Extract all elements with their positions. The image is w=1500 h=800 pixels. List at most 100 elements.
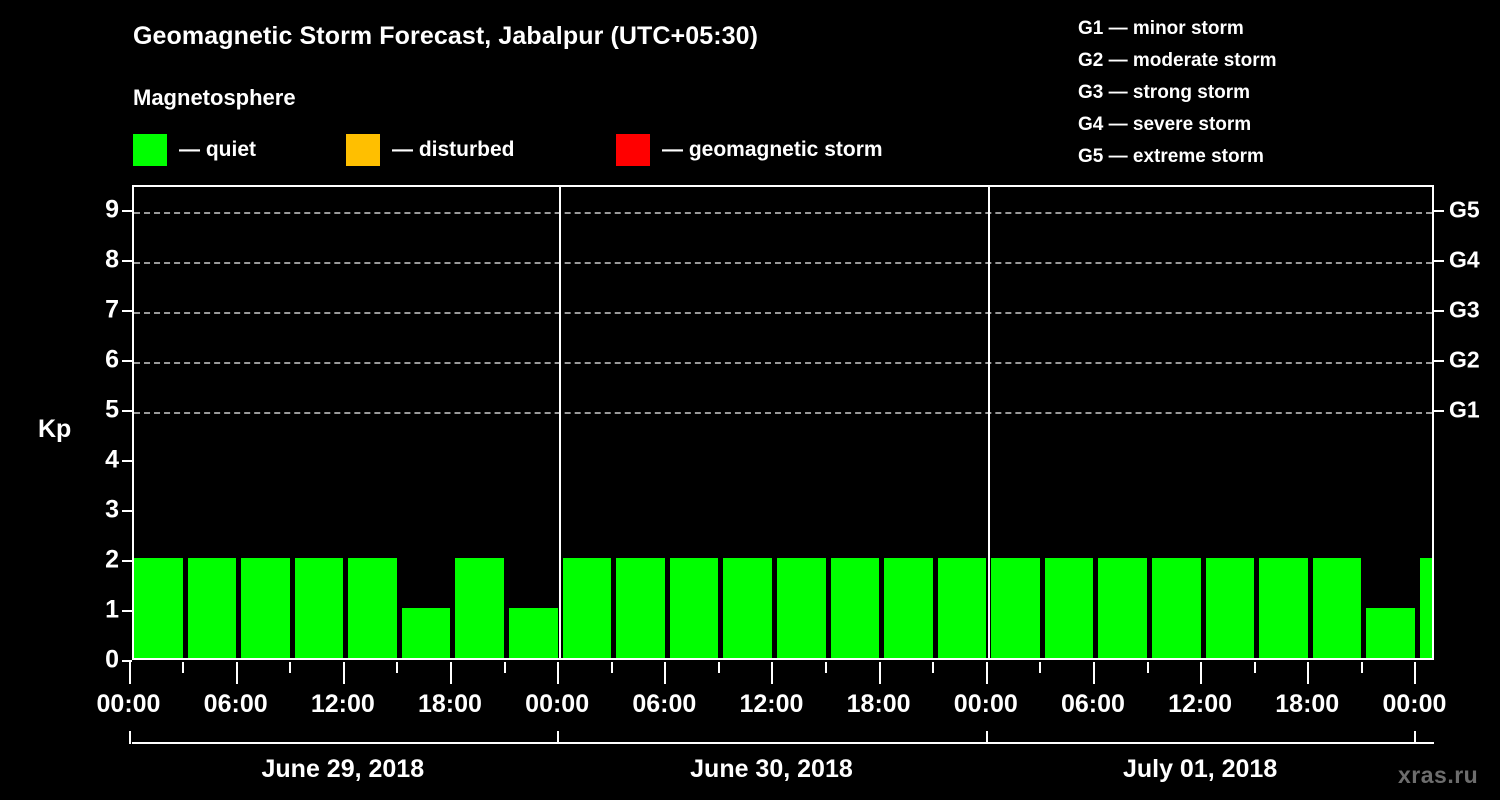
watermark: xras.ru — [1398, 762, 1479, 788]
y-axis-tick-label: 1 — [105, 595, 119, 624]
x-axis-tick-minor — [1039, 662, 1042, 673]
kp-bar — [187, 558, 237, 658]
x-axis-tick-label: 12:00 — [739, 690, 804, 718]
kp-bar — [1205, 558, 1255, 658]
x-axis-tick-major — [1200, 662, 1203, 684]
x-axis-tick-minor — [396, 662, 399, 673]
x-axis-tick-label: 06:00 — [203, 690, 268, 718]
kp-bar — [294, 558, 344, 658]
date-label: June 30, 2018 — [690, 755, 853, 783]
y-axis-tick — [122, 510, 132, 512]
kp-bar — [509, 608, 558, 658]
x-axis-tick-major — [557, 662, 560, 684]
legend-swatch-quiet — [133, 134, 167, 166]
kp-bar — [1312, 558, 1362, 658]
page-title: Geomagnetic Storm Forecast, Jabalpur (UT… — [133, 22, 759, 50]
y-axis-tick — [122, 660, 132, 662]
y-axis-tick-label: 2 — [105, 545, 119, 574]
x-axis-tick-minor — [182, 662, 185, 673]
kp-bar — [884, 558, 933, 658]
y-axis-tick — [122, 610, 132, 612]
gridline — [134, 212, 1432, 214]
kp-bar — [241, 558, 290, 658]
x-axis-tick-major — [1307, 662, 1310, 684]
x-axis-tick-label: 00:00 — [96, 690, 161, 718]
kp-bar — [401, 608, 451, 658]
g-axis-tick — [1434, 310, 1444, 312]
x-axis-tick-major — [235, 662, 238, 684]
x-axis-tick-major — [878, 662, 881, 684]
kp-bar — [723, 558, 772, 658]
x-axis-tick-major — [342, 662, 345, 684]
x-axis-tick-major — [985, 662, 988, 684]
y-axis-tick-label: 5 — [105, 395, 119, 424]
y-axis-tick — [122, 210, 132, 212]
g-axis-tick-label: G4 — [1449, 246, 1480, 273]
legend-swatch-disturbed — [346, 134, 380, 166]
y-axis-tick-label: 9 — [105, 195, 119, 224]
legend-label: — quiet — [179, 138, 256, 161]
g-scale-line: G4 — severe storm — [1078, 114, 1252, 135]
g-scale-line: G2 — moderate storm — [1078, 50, 1277, 71]
date-label: July 01, 2018 — [1122, 755, 1278, 783]
x-axis-tick-minor — [1146, 662, 1149, 673]
x-axis-tick-major — [664, 662, 667, 684]
g-axis-tick — [1434, 410, 1444, 412]
kp-bar — [669, 558, 719, 658]
x-axis-tick-label: 00:00 — [1382, 690, 1447, 718]
day-separator — [559, 187, 562, 658]
gridline — [134, 412, 1432, 414]
date-bracket-tick — [128, 731, 131, 744]
y-axis-tick-label: 0 — [105, 645, 119, 674]
legend-label: — geomagnetic storm — [662, 138, 883, 161]
x-axis-tick-label: 18:00 — [1275, 690, 1340, 718]
legend-item: — quiet — [133, 134, 256, 166]
x-axis-tick-minor — [1360, 662, 1363, 673]
kp-bar — [830, 558, 880, 658]
g-scale-legend: G1 — minor storm G2 — moderate storm G3 … — [1078, 13, 1277, 173]
x-axis-tick-label: 18:00 — [846, 690, 911, 718]
kp-bar — [1098, 558, 1148, 658]
x-axis-tick-minor — [825, 662, 828, 673]
legend-swatch-storm — [616, 134, 650, 166]
date-bracket-tick — [557, 731, 560, 744]
y-axis-tick — [122, 410, 132, 412]
y-axis-tick — [122, 360, 132, 362]
x-axis-tick-label: 18:00 — [417, 690, 482, 718]
x-axis-tick-minor — [503, 662, 506, 673]
y-axis-tick-label: 4 — [105, 445, 119, 474]
kp-bar — [991, 558, 1040, 658]
y-axis-tick — [122, 560, 132, 562]
g-scale-line: G1 — minor storm — [1078, 18, 1244, 39]
gridline — [134, 312, 1432, 314]
g-scale-line: G3 — strong storm — [1078, 82, 1251, 103]
date-bracket-tick — [985, 731, 988, 744]
legend-label: — disturbed — [392, 138, 515, 161]
x-axis-tick-major — [1414, 662, 1417, 684]
g-axis-tick — [1434, 260, 1444, 262]
gridline — [134, 362, 1432, 364]
y-axis-title: Kp — [38, 415, 72, 443]
kp-bar — [1419, 558, 1432, 658]
g-axis-tick — [1434, 210, 1444, 212]
kp-bar — [348, 558, 397, 658]
x-axis-tick-minor — [610, 662, 613, 673]
kp-bar — [616, 558, 665, 658]
x-axis-tick-label: 12:00 — [310, 690, 375, 718]
y-axis-tick-label: 3 — [105, 495, 119, 524]
kp-bar — [1259, 558, 1308, 658]
x-axis-tick-label: 12:00 — [1168, 690, 1233, 718]
kp-bar — [562, 558, 612, 658]
x-axis-tick-minor — [1253, 662, 1256, 673]
g-scale-line: G5 — extreme storm — [1078, 146, 1264, 167]
y-axis-tick-label: 7 — [105, 295, 119, 324]
x-axis-tick-major — [449, 662, 452, 684]
plot-area — [132, 185, 1434, 660]
x-axis-tick-label: 00:00 — [953, 690, 1018, 718]
g-axis-tick-label: G2 — [1449, 346, 1480, 373]
kp-bar — [1152, 558, 1201, 658]
g-axis-tick — [1434, 360, 1444, 362]
legend-item: — geomagnetic storm — [616, 134, 883, 166]
g-axis-tick-label: G1 — [1449, 396, 1480, 423]
